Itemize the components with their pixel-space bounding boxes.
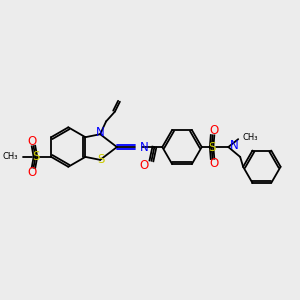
Text: S: S xyxy=(208,140,215,154)
Text: S: S xyxy=(32,150,39,164)
Text: O: O xyxy=(139,159,148,172)
Text: CH₃: CH₃ xyxy=(242,133,258,142)
Text: O: O xyxy=(209,124,218,137)
Text: N: N xyxy=(230,139,239,152)
Text: S: S xyxy=(98,153,105,167)
Text: N: N xyxy=(96,126,104,139)
Text: O: O xyxy=(28,166,37,179)
Text: CH₃: CH₃ xyxy=(2,152,18,161)
Text: O: O xyxy=(28,135,37,148)
Text: O: O xyxy=(209,157,218,170)
Text: N: N xyxy=(140,140,148,154)
